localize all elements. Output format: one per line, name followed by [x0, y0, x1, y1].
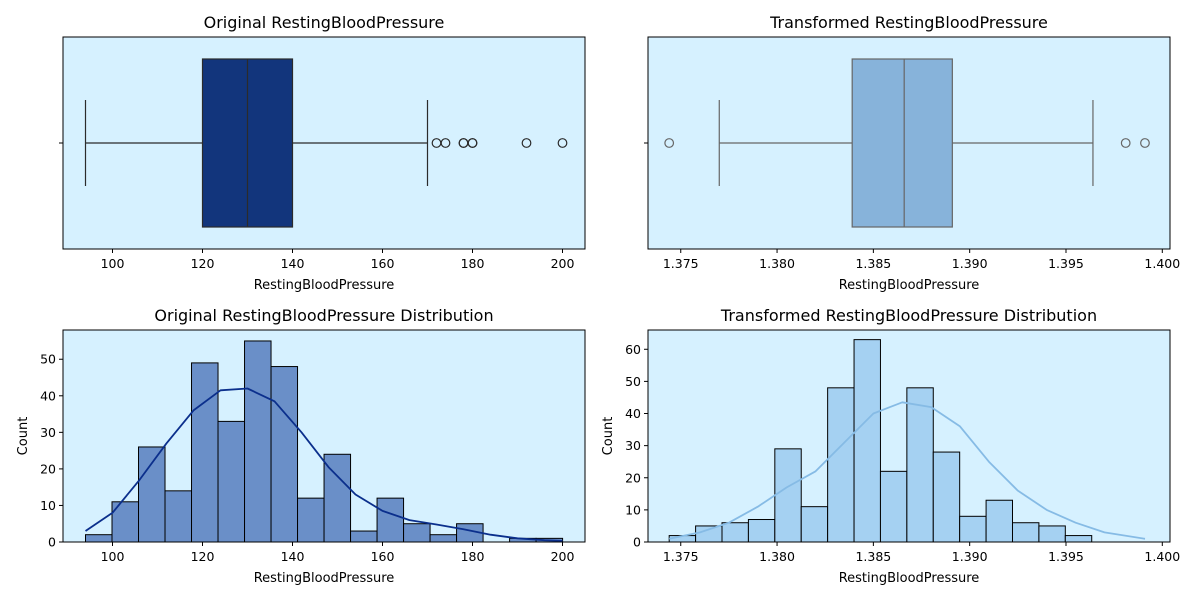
x-tick-label: 1.390: [952, 549, 988, 564]
original-boxplot-panel: 100 120 140 160 180 200 Original RestingBlood…: [59, 13, 586, 293]
histogram-bar: [853, 339, 881, 543]
histogram-bar: [827, 387, 855, 543]
y-tick-label: 50: [40, 352, 56, 367]
outlier-point: [557, 138, 568, 148]
y-tick-label: 10: [625, 502, 641, 517]
histogram-bar: [429, 534, 458, 543]
outlier-point: [521, 138, 532, 148]
x-tick-label: 180: [461, 256, 485, 271]
x-tick-label: 1.400: [1144, 549, 1180, 564]
histogram-bar: [270, 366, 299, 543]
histogram-bar: [1064, 535, 1093, 543]
x-tick-label: 180: [461, 549, 485, 564]
histogram-bar: [932, 451, 961, 543]
x-tick-label: 1.375: [663, 256, 699, 271]
x-tick-label: 120: [191, 549, 215, 564]
outlier-point: [1120, 138, 1131, 148]
transformed-histogram-panel: 1.375 1.380 1.385 1.390 1.395 1.400 0 10 20 30 40 5…: [601, 306, 1180, 586]
histogram-bar: [403, 523, 431, 543]
outlier-point: [664, 138, 675, 148]
x-tick-label: 1.380: [759, 549, 795, 564]
histogram-bar: [1011, 522, 1040, 543]
x-axis-label: RestingBloodPressure: [254, 278, 395, 293]
histogram-bar: [959, 515, 987, 543]
x-tick-label: 100: [101, 549, 125, 564]
histogram-bar: [191, 362, 219, 543]
histogram-bar: [906, 387, 934, 543]
histogram-bar: [774, 448, 802, 543]
x-tick-label: 100: [101, 256, 125, 271]
x-tick-label: 1.395: [1048, 256, 1084, 271]
y-axis-label: Count: [601, 417, 616, 456]
plot-frame: [647, 329, 1171, 543]
histogram-bar: [297, 497, 325, 543]
x-tick-label: 1.385: [855, 549, 891, 564]
x-tick-label: 200: [551, 549, 575, 564]
kde-curve: [669, 401, 1146, 540]
histogram-bar: [244, 340, 272, 543]
y-tick-label: 30: [40, 425, 56, 440]
y-tick-label: 40: [625, 406, 641, 421]
x-tick-label: 160: [371, 256, 395, 271]
x-axis-label: RestingBloodPressure: [839, 278, 980, 293]
original-histogram-panel: 100 120 140 160 180 200 0 10 20 30 40 50 Original R…: [16, 306, 586, 586]
histogram-bar: [985, 499, 1013, 543]
histogram-bar: [350, 530, 378, 543]
x-tick-label: 1.385: [855, 256, 891, 271]
y-tick-label: 20: [625, 470, 641, 485]
x-tick-label: 140: [281, 256, 305, 271]
outlier-point: [467, 138, 478, 148]
x-tick-label: 200: [551, 256, 575, 271]
transformed-boxplot-panel: 1.375 1.380 1.385 1.390 1.395 1.400 Transform…: [644, 13, 1180, 293]
y-tick-label: 20: [40, 461, 56, 476]
x-tick-label: 160: [371, 549, 395, 564]
histogram-bar: [323, 453, 352, 543]
x-tick-label: 1.395: [1048, 549, 1084, 564]
histogram-bar: [1038, 525, 1066, 543]
histogram-bar: [695, 525, 723, 543]
y-axis-label: Count: [16, 417, 31, 456]
histogram-bar: [721, 522, 749, 543]
chart-title: Transformed RestingBloodPressure: [769, 13, 1048, 32]
y-tick-label: 10: [40, 498, 56, 513]
x-axis-label: RestingBloodPressure: [254, 571, 395, 586]
chart-title: Original RestingBloodPressure Distributi…: [154, 306, 493, 325]
x-tick-label: 140: [281, 549, 305, 564]
histogram-bar: [879, 470, 908, 543]
x-tick-label: 1.390: [952, 256, 988, 271]
histogram-bar: [747, 519, 776, 543]
histogram-bar: [800, 506, 829, 543]
chart-title: Transformed RestingBloodPressure Distrib…: [720, 306, 1097, 325]
iqr-box: [851, 58, 953, 228]
outlier-point: [1140, 138, 1150, 148]
x-tick-label: 120: [191, 256, 215, 271]
histogram-bar: [85, 534, 113, 543]
outlier-point: [440, 138, 451, 148]
chart-title: Original RestingBloodPressure: [204, 13, 445, 32]
histogram-bar: [376, 497, 405, 543]
histogram-bar: [217, 420, 246, 543]
x-tick-label: 1.380: [759, 256, 795, 271]
histogram-bar: [138, 446, 166, 543]
kde-curve: [84, 387, 563, 542]
x-tick-label: 1.400: [1144, 256, 1180, 271]
y-tick-label: 0: [633, 535, 641, 550]
y-tick-label: 50: [625, 374, 641, 389]
histogram-bar: [164, 490, 193, 543]
y-tick-label: 0: [48, 535, 56, 550]
y-tick-label: 60: [625, 342, 641, 357]
plot-frame: [62, 329, 586, 543]
x-tick-label: 1.375: [663, 549, 699, 564]
x-axis-label: RestingBloodPressure: [839, 571, 980, 586]
y-tick-label: 40: [40, 388, 56, 403]
y-tick-label: 30: [625, 438, 641, 453]
